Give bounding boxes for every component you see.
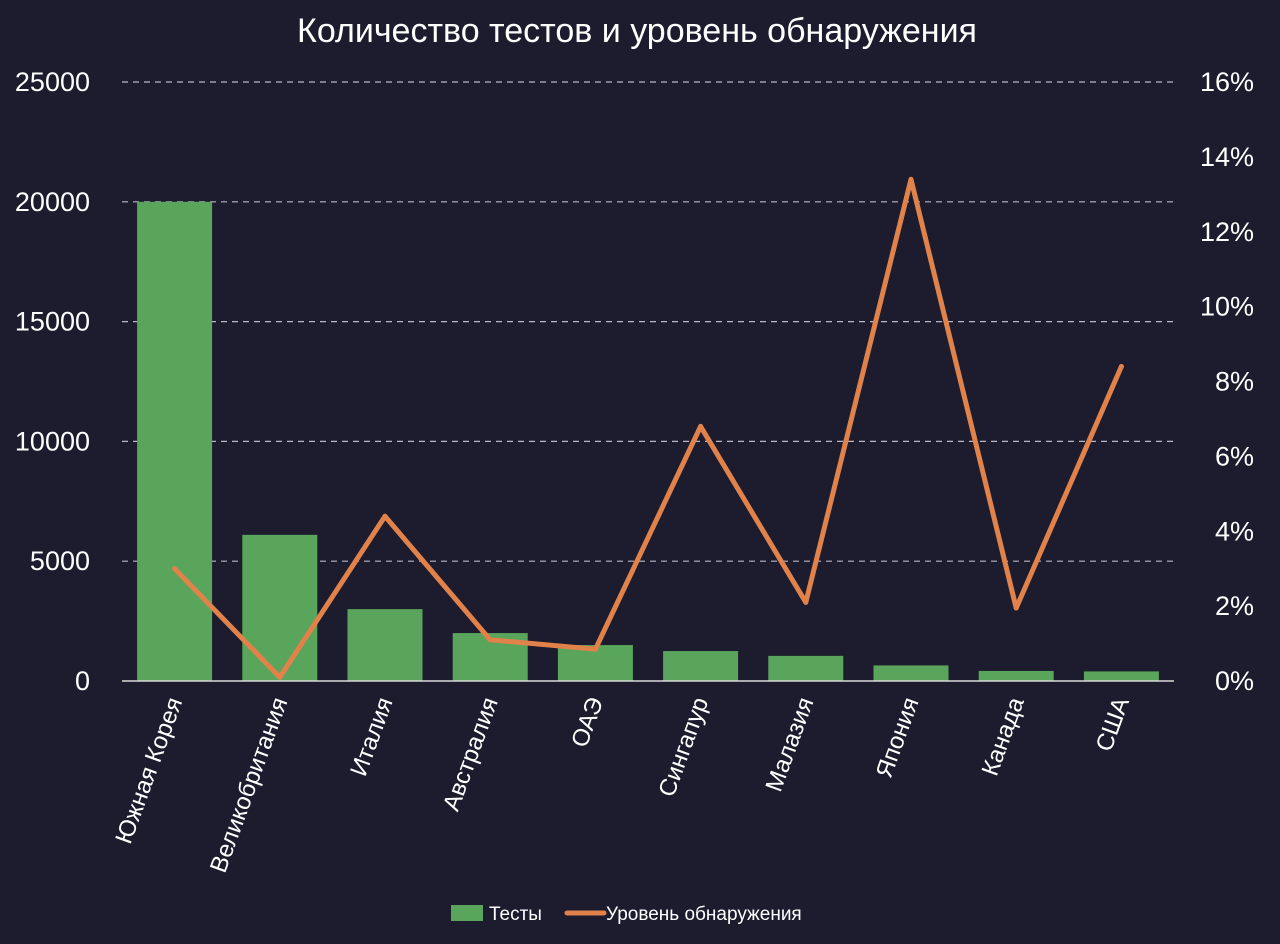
line-point xyxy=(487,637,493,643)
y-left-tick-label: 10000 xyxy=(15,426,90,456)
line-point xyxy=(803,599,809,605)
bar xyxy=(873,665,949,681)
y-left-tick-label: 0 xyxy=(75,666,90,696)
bar xyxy=(137,201,213,682)
bar-series xyxy=(137,201,1159,682)
line-path xyxy=(172,176,1124,680)
line-point xyxy=(1118,364,1124,370)
y-right-tick-label: 0% xyxy=(1215,666,1254,696)
y-right-tick-label: 2% xyxy=(1215,591,1254,621)
y-left-tick-label: 25000 xyxy=(15,67,90,97)
chart-title: Количество тестов и уровень обнаружения xyxy=(297,12,977,50)
y-right-tick-label: 12% xyxy=(1200,217,1254,247)
legend-swatch-bar xyxy=(451,905,483,921)
y-left-tick-label: 20000 xyxy=(15,187,90,217)
legend-label-line: Уровень обнаружения xyxy=(606,904,802,925)
y-left-tick-label: 15000 xyxy=(15,307,90,337)
bar xyxy=(1083,671,1159,681)
bar xyxy=(978,670,1054,681)
legend: Тесты Уровень обнаружения xyxy=(451,904,802,925)
line-point xyxy=(592,646,598,652)
bar xyxy=(663,651,739,681)
y-right-tick-label: 4% xyxy=(1215,516,1254,546)
bar xyxy=(768,655,844,681)
line-point xyxy=(277,674,283,680)
y-axis-left: 0 5000 10000 15000 20000 25000 xyxy=(15,67,90,696)
y-left-tick-label: 5000 xyxy=(30,546,90,576)
y-right-tick-label: 6% xyxy=(1215,441,1254,471)
bar xyxy=(347,609,423,681)
line-point xyxy=(172,566,178,572)
y-right-tick-label: 10% xyxy=(1200,292,1254,322)
line-point xyxy=(698,423,704,429)
line-point xyxy=(908,176,914,182)
y-right-tick-label: 16% xyxy=(1200,67,1254,97)
y-right-tick-label: 8% xyxy=(1215,367,1254,397)
y-right-tick-label: 14% xyxy=(1200,142,1254,172)
line-point xyxy=(382,513,388,519)
line-series xyxy=(172,176,1124,680)
y-axis-right: 0% 2% 4% 6% 8% 10% 12% 14% 16% xyxy=(1200,67,1254,696)
bar xyxy=(242,534,318,681)
line-point xyxy=(1013,605,1019,611)
legend-label-bar: Тесты xyxy=(489,904,542,925)
